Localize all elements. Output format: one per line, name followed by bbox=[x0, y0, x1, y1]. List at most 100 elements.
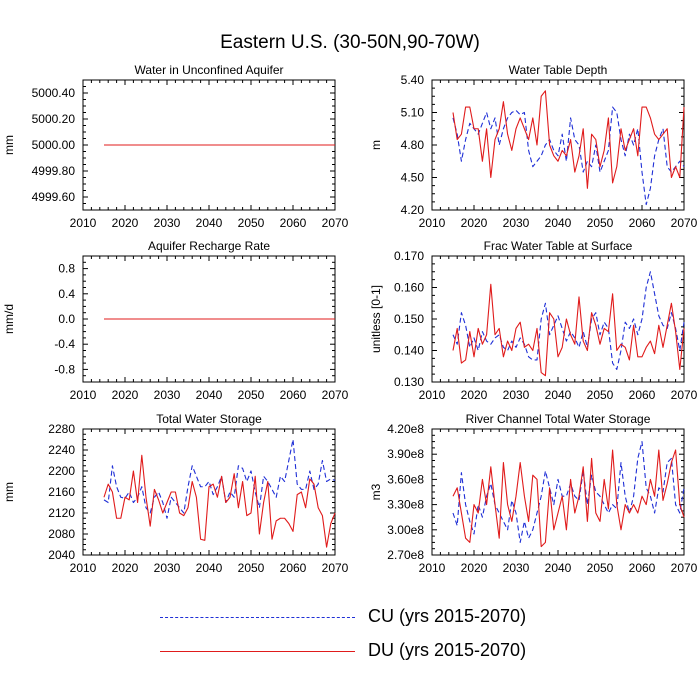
y-axis-label: m bbox=[369, 140, 383, 150]
legend-label-cu: CU (yrs 2015-2070) bbox=[368, 606, 527, 626]
y-axis-label: mm bbox=[2, 135, 16, 155]
panel-title: Water Table Depth bbox=[509, 63, 608, 77]
x-tick-label: 2030 bbox=[503, 216, 530, 230]
y-tick-label: 4999.60 bbox=[32, 190, 76, 204]
legend-swatch-du bbox=[160, 651, 355, 652]
y-axis-label: mm bbox=[2, 482, 16, 502]
x-tick-label: 2040 bbox=[545, 216, 572, 230]
y-tick-label: 2.70e8 bbox=[387, 548, 424, 562]
panel-title: River Channel Total Water Storage bbox=[466, 412, 651, 426]
x-tick-label: 2070 bbox=[322, 561, 349, 575]
y-tick-label: 2080 bbox=[48, 527, 75, 541]
x-tick-label: 2050 bbox=[238, 561, 265, 575]
figure-title: Eastern U.S. (30-50N,90-70W) bbox=[220, 32, 480, 53]
y-tick-label: 0.130 bbox=[394, 375, 424, 389]
y-tick-label: 2240 bbox=[48, 443, 75, 457]
x-tick-label: 2040 bbox=[545, 388, 572, 402]
x-tick-label: 2030 bbox=[154, 561, 181, 575]
x-tick-label: 2040 bbox=[196, 561, 223, 575]
x-tick-label: 2040 bbox=[545, 561, 572, 575]
x-tick-label: 2050 bbox=[238, 216, 265, 230]
y-tick-label: 4.20e8 bbox=[387, 422, 424, 436]
x-tick-label: 2070 bbox=[671, 216, 698, 230]
x-tick-label: 2060 bbox=[629, 388, 656, 402]
panel-title: Total Water Storage bbox=[156, 412, 262, 426]
x-tick-label: 2070 bbox=[322, 388, 349, 402]
x-tick-label: 2020 bbox=[112, 388, 139, 402]
x-tick-label: 2060 bbox=[280, 216, 307, 230]
plot-frame bbox=[431, 255, 685, 383]
x-tick-label: 2010 bbox=[419, 216, 446, 230]
x-tick-label: 2060 bbox=[280, 388, 307, 402]
x-tick-label: 2010 bbox=[419, 561, 446, 575]
series-line-du bbox=[452, 283, 685, 377]
plot-frame bbox=[431, 79, 685, 211]
y-tick-label: -0.4 bbox=[54, 337, 75, 351]
x-tick-label: 2040 bbox=[196, 216, 223, 230]
series-line-cu bbox=[452, 271, 685, 370]
x-tick-label: 2030 bbox=[154, 388, 181, 402]
x-tick-label: 2020 bbox=[461, 388, 488, 402]
y-tick-label: 2160 bbox=[48, 485, 75, 499]
x-tick-label: 2010 bbox=[419, 388, 446, 402]
y-axis-label: mm/d bbox=[2, 304, 16, 334]
legend-label-du: DU (yrs 2015-2070) bbox=[368, 640, 527, 660]
x-tick-label: 2070 bbox=[671, 388, 698, 402]
y-tick-label: 2200 bbox=[48, 464, 75, 478]
chart-panel-1: Water in Unconfined Aquifer mm 2010 2020 203… bbox=[2, 63, 349, 230]
x-tick-label: 2020 bbox=[461, 561, 488, 575]
y-tick-label: 2280 bbox=[48, 422, 75, 436]
x-tick-label: 2050 bbox=[587, 388, 614, 402]
y-tick-label: 4.50 bbox=[401, 171, 425, 185]
y-tick-label: 0.140 bbox=[394, 344, 424, 358]
y-tick-label: 4.80 bbox=[401, 138, 425, 152]
chart-panel-3: Aquifer Recharge Rate mm/d 2010 2020 2030 204… bbox=[2, 239, 349, 402]
y-tick-label: 3.60e8 bbox=[387, 472, 424, 486]
series-line-cu bbox=[452, 106, 685, 206]
y-tick-label: 3.30e8 bbox=[387, 498, 424, 512]
x-tick-label: 2060 bbox=[629, 561, 656, 575]
y-tick-label: 4.20 bbox=[401, 203, 425, 217]
y-tick-label: 0.170 bbox=[394, 249, 424, 263]
chart-panel-4: Frac Water Table at Surface unitless [0-1… bbox=[369, 239, 698, 402]
y-tick-label: 0.150 bbox=[394, 312, 424, 326]
x-tick-label: 2030 bbox=[154, 216, 181, 230]
y-tick-label: 0.4 bbox=[58, 287, 75, 301]
y-tick-label: 5000.20 bbox=[32, 112, 76, 126]
y-axis-label: m3 bbox=[369, 483, 383, 500]
x-tick-label: 2050 bbox=[587, 216, 614, 230]
panel-title: Water in Unconfined Aquifer bbox=[135, 63, 284, 77]
chart-panel-5: Total Water Storage mm 2010 2020 2030 2040 205… bbox=[2, 412, 349, 575]
legend-swatch-cu bbox=[160, 617, 355, 618]
y-tick-label: 0.160 bbox=[394, 281, 424, 295]
x-tick-label: 2010 bbox=[70, 216, 97, 230]
y-tick-label: 3.90e8 bbox=[387, 447, 424, 461]
series-line-cu bbox=[103, 438, 336, 519]
y-tick-label: 3.00e8 bbox=[387, 523, 424, 537]
y-tick-label: 5000.00 bbox=[32, 138, 76, 152]
y-tick-label: -0.8 bbox=[54, 362, 75, 376]
y-tick-label: 2040 bbox=[48, 548, 75, 562]
y-tick-label: 2120 bbox=[48, 506, 75, 520]
plot-frame bbox=[431, 428, 685, 556]
x-tick-label: 2040 bbox=[196, 388, 223, 402]
x-tick-label: 2060 bbox=[280, 561, 307, 575]
legend-entry-du: DU (yrs 2015-2070) bbox=[160, 640, 580, 664]
x-tick-label: 2070 bbox=[322, 216, 349, 230]
x-tick-label: 2010 bbox=[70, 388, 97, 402]
y-tick-label: 5.10 bbox=[401, 106, 425, 120]
x-tick-label: 2030 bbox=[503, 561, 530, 575]
series-line-cu bbox=[452, 441, 685, 543]
x-tick-label: 2020 bbox=[112, 216, 139, 230]
chart-panel-2: Water Table Depth m 2010 2020 2030 2040 2050 20… bbox=[369, 63, 698, 230]
x-tick-label: 2030 bbox=[503, 388, 530, 402]
x-tick-label: 2050 bbox=[238, 388, 265, 402]
x-tick-label: 2020 bbox=[112, 561, 139, 575]
legend-entry-cu: CU (yrs 2015-2070) bbox=[160, 606, 580, 630]
x-tick-label: 2060 bbox=[629, 216, 656, 230]
series-line-du bbox=[452, 90, 685, 189]
x-tick-label: 2010 bbox=[70, 561, 97, 575]
y-tick-label: 0.8 bbox=[58, 262, 75, 276]
